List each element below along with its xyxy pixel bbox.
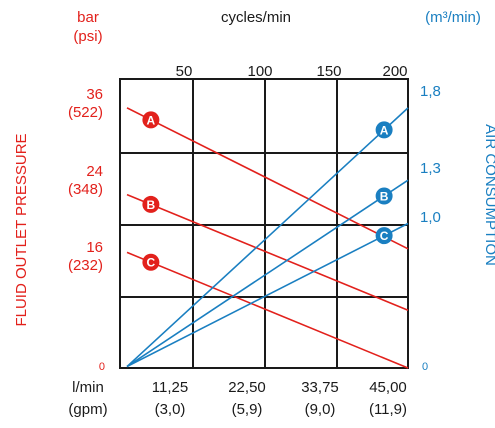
bottom-tick-2-gpm: (5,9) [232,401,263,418]
pressure-marker-a: A [142,111,160,129]
air-line-a [126,107,409,368]
pressure-marker-circle-c [142,253,160,271]
bottom-tick-3-gpm: (9,0) [305,401,336,418]
top-tick-150: 150 [316,63,341,80]
air-marker-label-a: A [380,123,389,137]
right-tick-1-0: 1,0 [420,209,441,226]
left-tick-522: (522) [68,104,103,121]
bottom-tick-1-gpm: (3,0) [155,401,186,418]
pressure-line-b [126,193,409,311]
left-tick-0: 0 [99,361,105,373]
right-tick-1-3: 1,3 [420,160,441,177]
top-axis-label: cycles/min [221,9,291,26]
left-tick-232: (232) [68,257,103,274]
bottom-tick-2: 22,50 [228,379,266,396]
bottom-tick-3: 33,75 [301,379,339,396]
pressure-unit-bar: bar [77,9,99,26]
air-marker-a: A [375,121,393,139]
pressure-unit-psi: (psi) [73,28,102,45]
left-tick-16: 16 [86,239,103,256]
plot-grid [119,78,409,369]
left-tick-348: (348) [68,181,103,198]
fluid-outlet-pressure-label: FLUID OUTLET PRESSURE [13,133,30,326]
top-tick-50: 50 [176,63,193,80]
air-marker-c: C [375,227,393,245]
bottom-tick-4-gpm: (11,9) [369,401,407,418]
air-marker-circle-a [375,121,393,139]
air-marker-b: B [375,187,393,205]
air-line-b [126,179,409,368]
pressure-marker-label-b: B [147,198,156,212]
pressure-marker-label-a: A [147,113,156,127]
bottom-tick-4: 45,00 [369,379,407,396]
bottom-tick-1: 11,25 [152,379,188,396]
pressure-marker-circle-b [142,195,160,213]
air-consumption-label: AIR CONSUMPTION [482,124,495,266]
air-marker-label-c: C [380,229,389,243]
air-marker-label-b: B [380,189,389,203]
right-tick-0: 0 [422,361,428,373]
pressure-marker-b: B [142,195,160,213]
air-marker-circle-c [375,227,393,245]
pressure-marker-c: C [142,253,160,271]
pressure-line-a [126,107,409,250]
left-tick-24: 24 [86,163,103,180]
flow-unit-gpm: (gpm) [68,401,107,418]
air-marker-circle-b [375,187,393,205]
right-tick-1-8: 1,8 [420,83,441,100]
top-tick-200: 200 [382,63,407,80]
top-tick-100: 100 [247,63,272,80]
pressure-marker-circle-a [142,111,160,129]
pressure-marker-label-c: C [147,256,156,270]
left-tick-36: 36 [86,86,103,103]
air-line-c [126,222,409,368]
air-unit-label: (m³/min) [425,9,481,26]
pressure-line-c [126,251,409,369]
flow-unit-lmin: l/min [72,379,104,396]
